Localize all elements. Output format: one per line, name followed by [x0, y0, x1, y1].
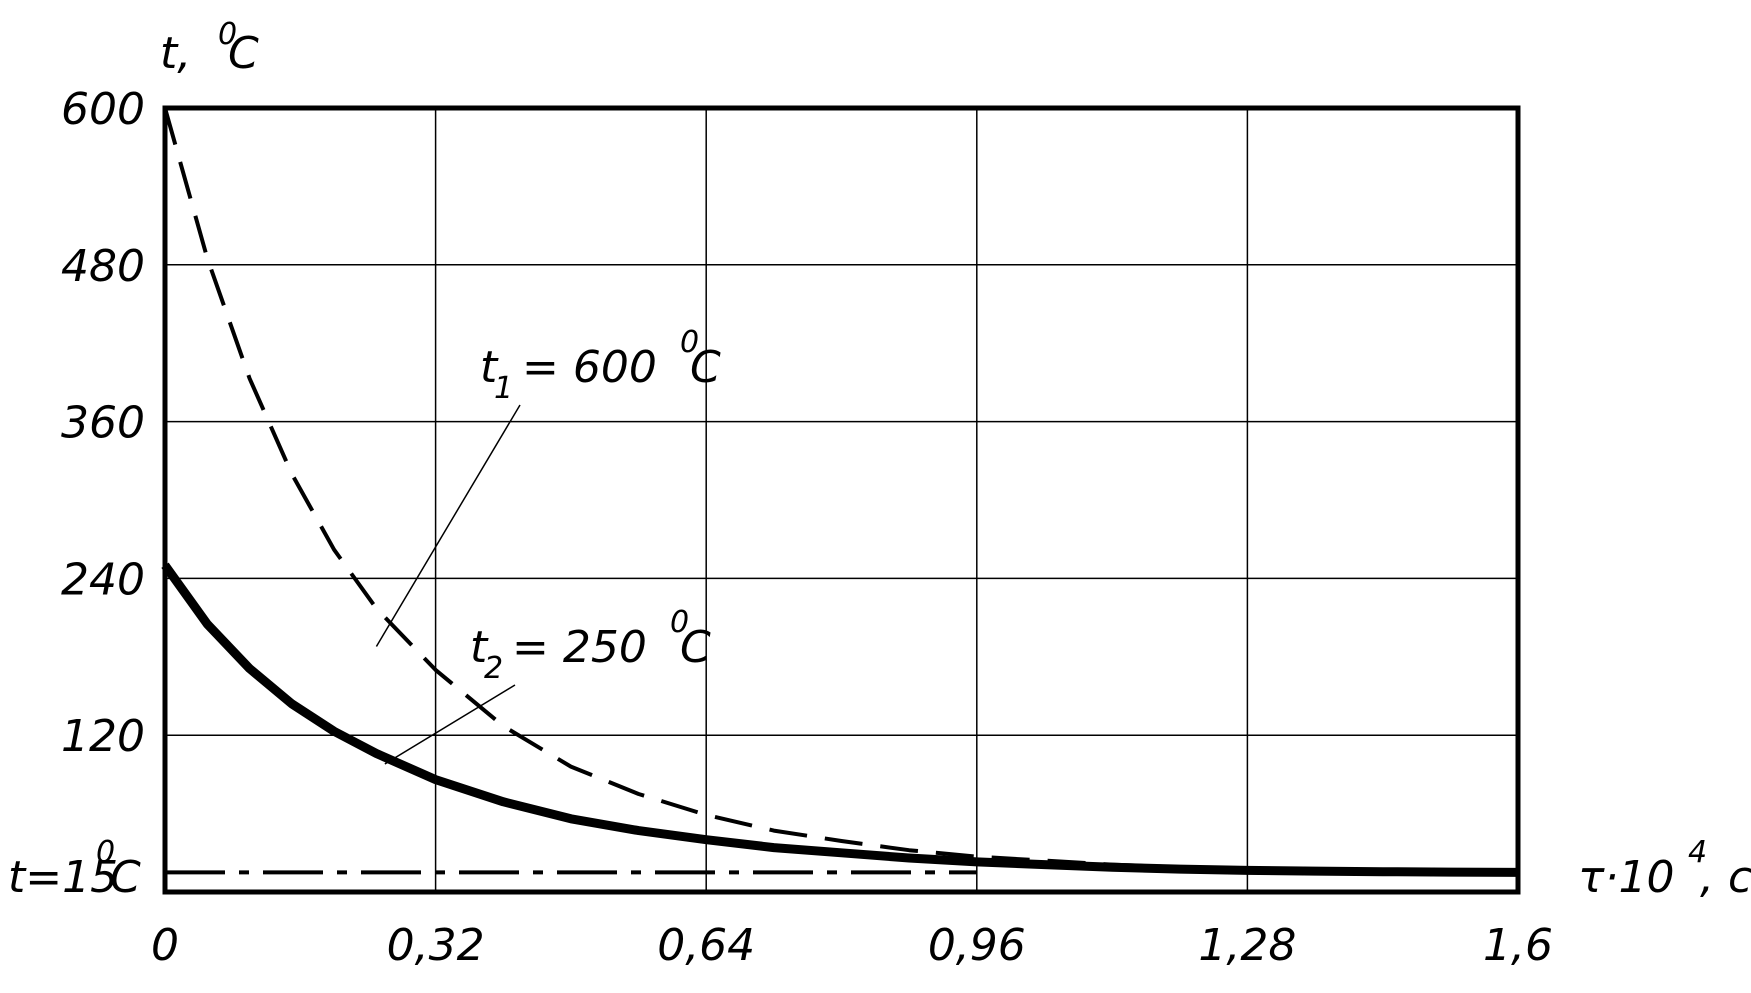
baseline-label-unit: C — [110, 852, 141, 903]
svg-text:C: C — [680, 622, 711, 673]
plot-frame — [162, 105, 1521, 895]
svg-text:C: C — [690, 342, 721, 393]
x-axis-label: τ·10 — [1578, 852, 1674, 903]
annotation-t1-leader — [375, 404, 521, 647]
y-tick-label-2: 360 — [61, 398, 145, 449]
annotation-t1: t 1 = 600 0 C — [480, 325, 721, 406]
svg-text:1: 1 — [494, 371, 513, 406]
y-axis-unit-sup: 0 — [218, 17, 237, 52]
series-line-0 — [163, 107, 1519, 875]
series-line-1 — [161, 562, 1519, 877]
annotation-t2: t 2 = 250 0 C — [470, 605, 711, 686]
x-tick-label-2: 0,64 — [657, 920, 755, 971]
svg-text:2: 2 — [484, 651, 503, 686]
y-tick-label-4: 600 — [61, 84, 145, 135]
svg-text:t: t — [470, 622, 489, 673]
svg-text:0: 0 — [670, 605, 689, 640]
y-tick-label-3: 480 — [61, 241, 145, 292]
y-axis-label: t, — [160, 28, 191, 79]
x-tick-label-0: 0 — [151, 920, 179, 971]
svg-text:= 600: = 600 — [508, 342, 671, 393]
svg-text:0: 0 — [680, 325, 699, 360]
grid — [165, 108, 1518, 892]
x-axis-label-unit: , c — [1700, 852, 1751, 903]
x-tick-label-4: 1,28 — [1198, 920, 1296, 971]
y-tick-label-0: 120 — [61, 711, 145, 762]
x-tick-label-3: 0,96 — [928, 920, 1026, 971]
y-axis-unit: C — [228, 28, 259, 79]
annotation-leaders — [375, 404, 521, 765]
series-group — [161, 107, 1519, 877]
baseline-label: t=15 — [8, 852, 118, 903]
x-tick-label-5: 1,6 — [1483, 920, 1553, 971]
baseline-label-sup: 0 — [96, 835, 115, 870]
annotation-t2-leader — [384, 684, 516, 765]
x-tick-label-1: 0,32 — [387, 920, 485, 971]
x-axis-label-exponent: 4 — [1688, 835, 1707, 870]
svg-text:t: t — [480, 342, 499, 393]
svg-text:= 250: = 250 — [498, 622, 661, 673]
y-tick-label-1: 240 — [61, 554, 145, 605]
